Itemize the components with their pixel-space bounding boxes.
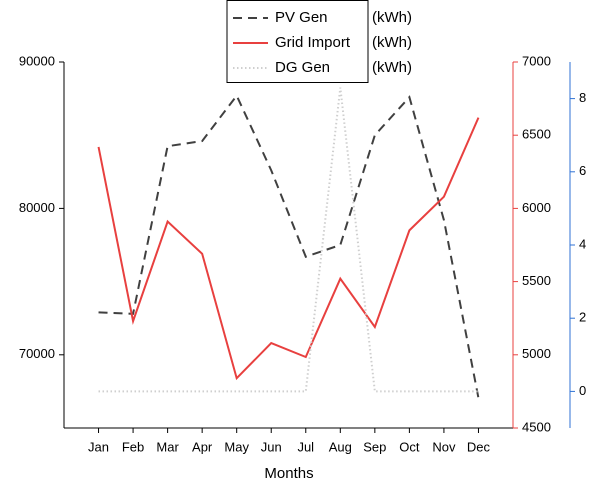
x-tick-label: Apr bbox=[192, 439, 213, 454]
legend-unit: (kWh) bbox=[372, 34, 412, 51]
legend-label: PV Gen bbox=[275, 9, 328, 26]
series-line bbox=[97, 117, 480, 381]
x-tick-label: Feb bbox=[122, 439, 144, 454]
series-line bbox=[98, 93, 480, 399]
x-tick-label: Jan bbox=[88, 439, 109, 454]
x-tick-label: Jun bbox=[261, 439, 282, 454]
y2-tick-label: 6500 bbox=[522, 127, 551, 142]
y3-tick-label: 4 bbox=[579, 236, 586, 251]
y3-tick-label: 6 bbox=[579, 163, 586, 178]
series-line bbox=[98, 87, 479, 393]
y-tick-label: 80000 bbox=[19, 200, 55, 215]
legend-unit: (kWh) bbox=[372, 59, 412, 76]
y2-tick-label: 4500 bbox=[522, 419, 551, 434]
y-tick-label: 90000 bbox=[19, 53, 55, 68]
y2-tick-label: 7000 bbox=[522, 53, 551, 68]
x-tick-label: Mar bbox=[156, 439, 179, 454]
x-tick-label: Jul bbox=[297, 439, 314, 454]
y2-tick-label: 5000 bbox=[522, 346, 551, 361]
x-tick-label: Oct bbox=[399, 439, 420, 454]
x-tick-label: Sep bbox=[363, 439, 386, 454]
legend-unit: (kWh) bbox=[372, 9, 412, 26]
legend-label: DG Gen bbox=[275, 59, 330, 76]
x-tick-label: Dec bbox=[467, 439, 491, 454]
y2-tick-label: 5500 bbox=[522, 273, 551, 288]
y3-tick-label: 0 bbox=[579, 383, 586, 398]
x-axis-label: Months bbox=[264, 465, 313, 482]
y2-tick-label: 6000 bbox=[522, 200, 551, 215]
y3-tick-label: 8 bbox=[579, 90, 586, 105]
y-tick-label: 70000 bbox=[19, 346, 55, 361]
x-tick-label: Aug bbox=[329, 439, 352, 454]
legend-label: Grid Import bbox=[275, 34, 351, 51]
x-tick-label: May bbox=[224, 439, 249, 454]
y3-tick-label: 2 bbox=[579, 310, 586, 325]
x-tick-label: Nov bbox=[432, 439, 456, 454]
